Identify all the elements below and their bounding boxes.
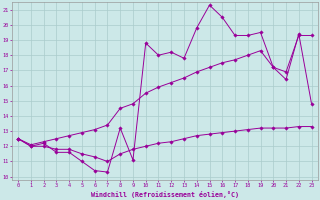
X-axis label: Windchill (Refroidissement éolien,°C): Windchill (Refroidissement éolien,°C)	[91, 191, 239, 198]
